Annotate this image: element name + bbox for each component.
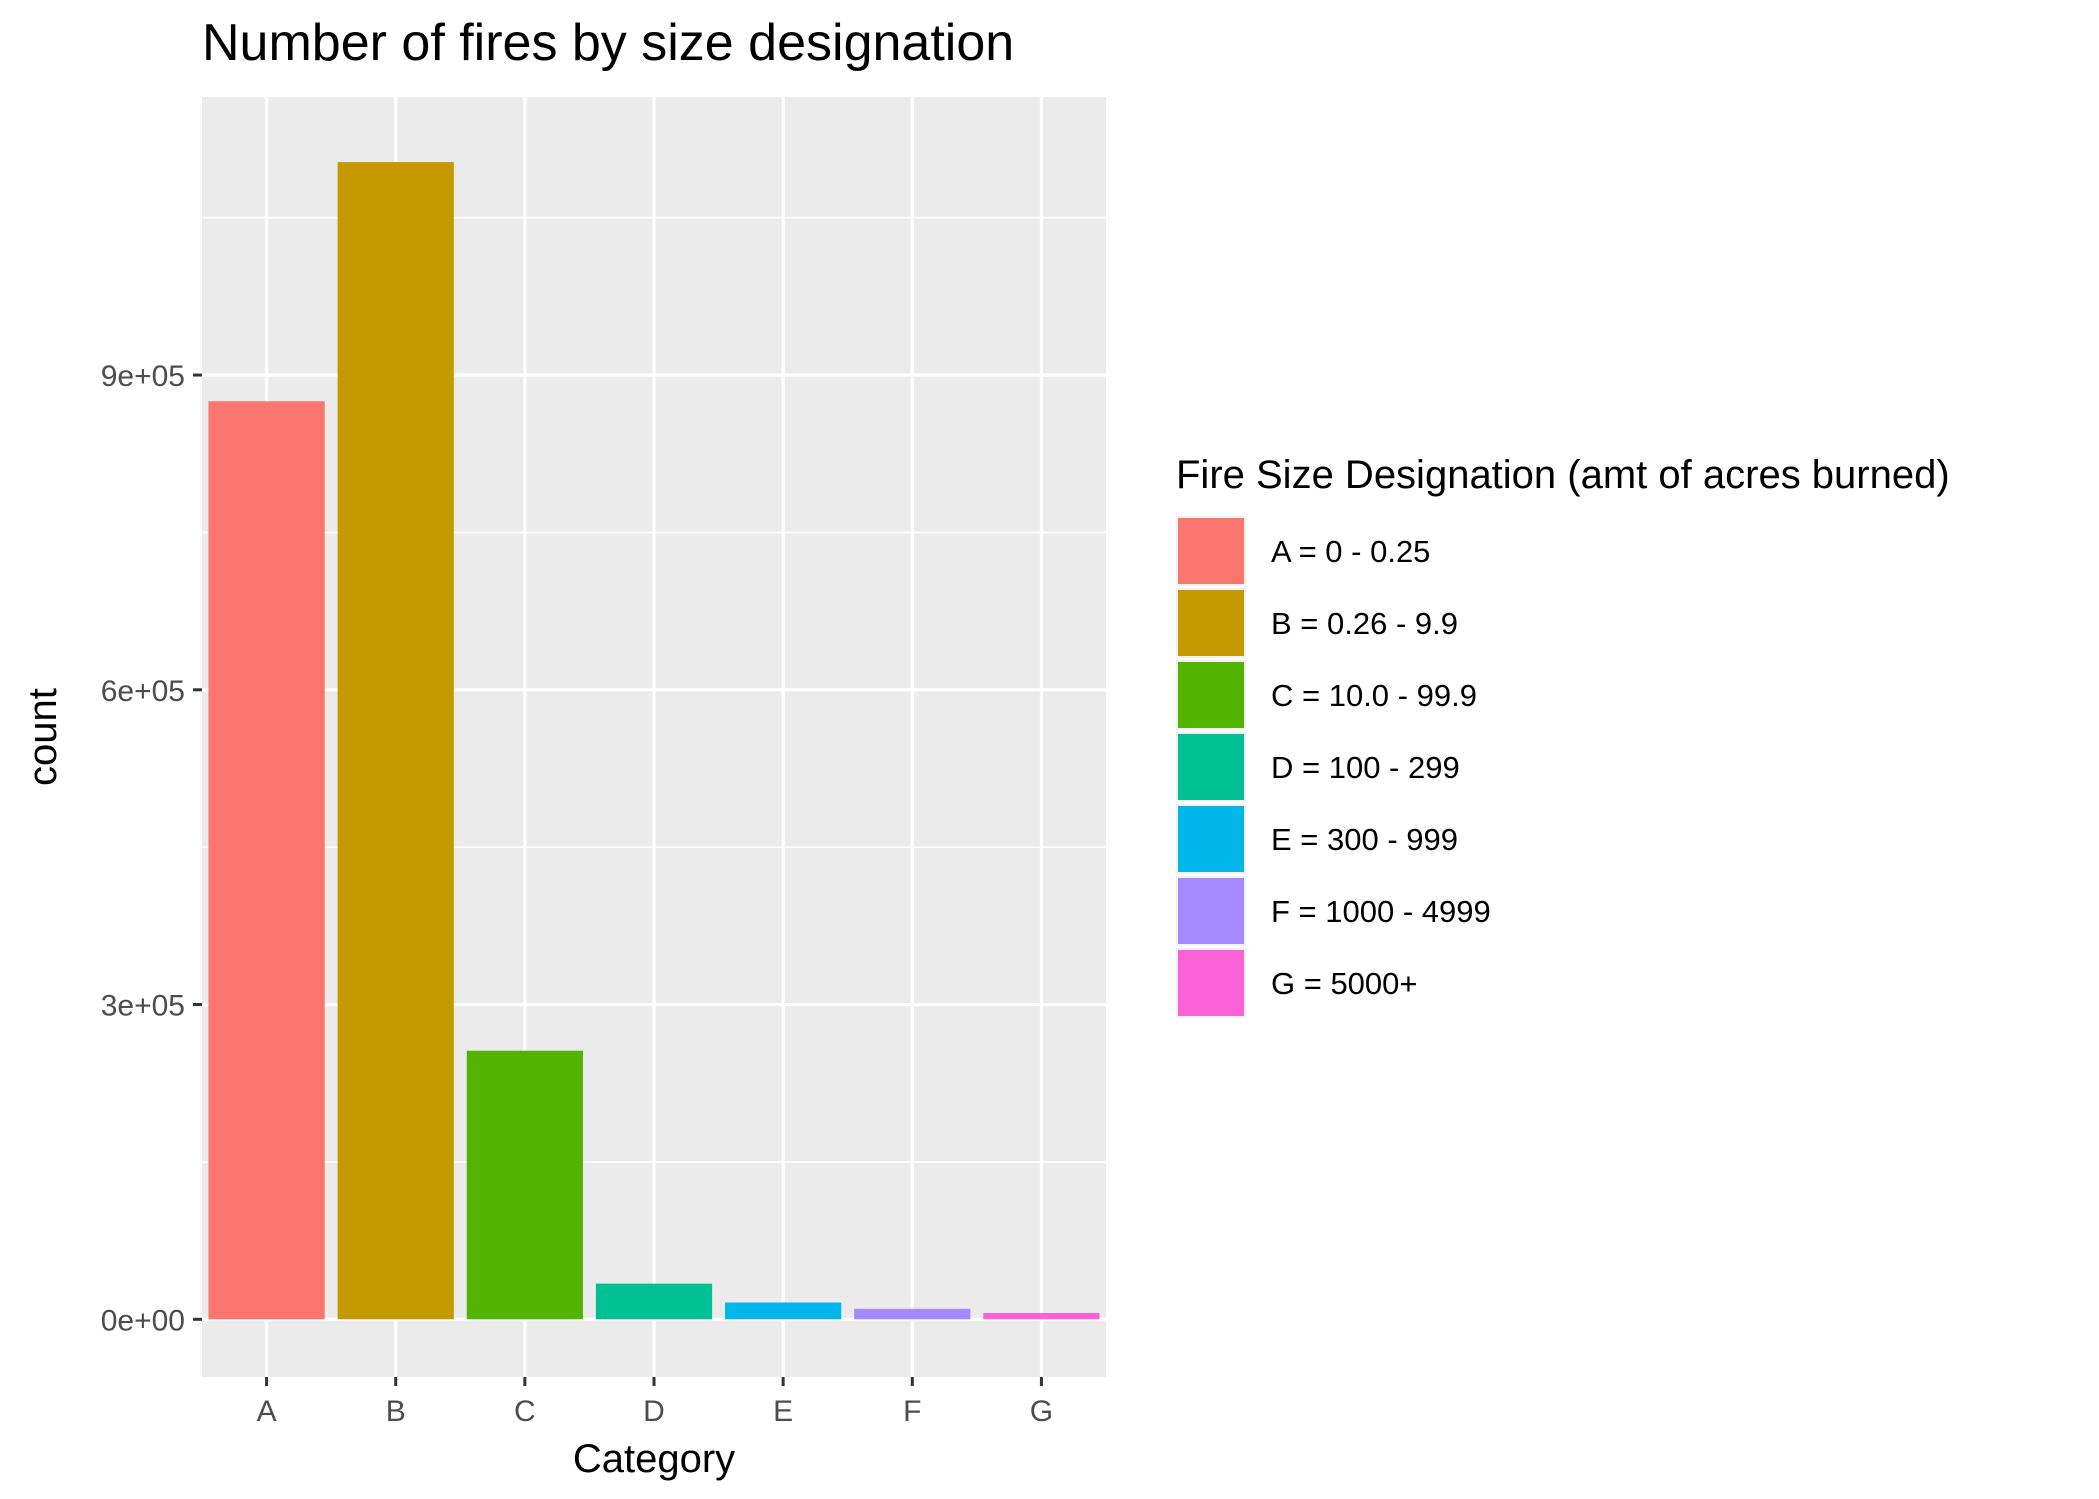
bar-E xyxy=(725,1302,842,1320)
legend-label-A: A = 0 - 0.25 xyxy=(1271,534,1430,569)
x-tick-label: A xyxy=(257,1395,277,1428)
y-tick-label: 3e+05 xyxy=(101,990,185,1023)
y-tick-label: 6e+05 xyxy=(101,675,185,708)
y-tick-label: 0e+00 xyxy=(101,1304,185,1337)
bar-A xyxy=(208,401,325,1320)
legend-label-E: E = 300 - 999 xyxy=(1271,822,1458,857)
y-axis-title: count xyxy=(21,688,65,786)
legend-title: Fire Size Designation (amt of acres burn… xyxy=(1176,453,1950,497)
x-axis-title: Category xyxy=(573,1437,735,1481)
legend-label-D: D = 100 - 299 xyxy=(1271,750,1460,785)
legend: Fire Size Designation (amt of acres burn… xyxy=(1176,453,1950,1018)
legend-label-G: G = 5000+ xyxy=(1271,966,1418,1001)
x-tick-label: G xyxy=(1030,1395,1053,1428)
legend-swatch-F xyxy=(1178,878,1244,944)
chart-title: Number of fires by size designation xyxy=(202,14,1014,72)
bar-C xyxy=(466,1050,583,1320)
bar-B xyxy=(337,162,454,1320)
x-tick-label: B xyxy=(386,1395,406,1428)
legend-label-C: C = 10.0 - 99.9 xyxy=(1271,678,1477,713)
legend-swatch-D xyxy=(1178,734,1244,800)
legend-swatch-A xyxy=(1178,518,1244,584)
legend-swatch-G xyxy=(1178,950,1244,1016)
legend-label-B: B = 0.26 - 9.9 xyxy=(1271,606,1458,641)
x-tick-label: E xyxy=(773,1395,793,1428)
y-tick-label: 9e+05 xyxy=(101,360,185,393)
x-tick-label: C xyxy=(514,1395,536,1428)
legend-label-F: F = 1000 - 4999 xyxy=(1271,894,1491,929)
legend-swatch-E xyxy=(1178,806,1244,872)
bar-D xyxy=(595,1283,713,1320)
bar-G xyxy=(983,1313,1100,1320)
legend-swatch-C xyxy=(1178,662,1244,728)
bar-F xyxy=(854,1308,971,1320)
x-tick-label: F xyxy=(903,1395,921,1428)
x-tick-label: D xyxy=(643,1395,665,1428)
legend-swatch-B xyxy=(1178,590,1244,656)
